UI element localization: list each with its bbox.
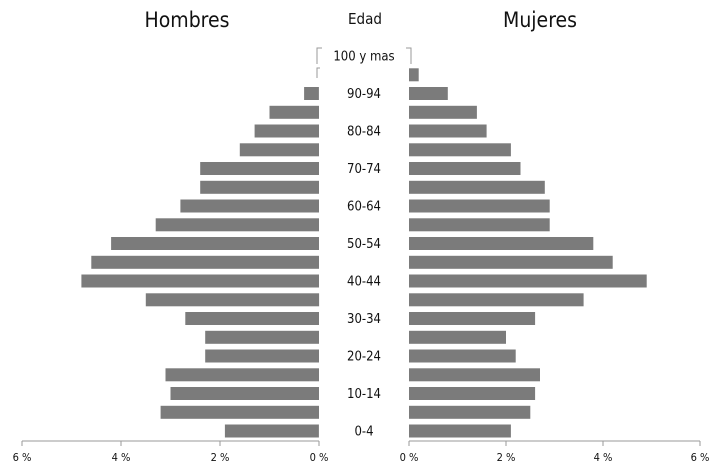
age-label: 40-44 <box>347 275 381 290</box>
age-label: 10-14 <box>347 387 381 402</box>
age-label: 90-94 <box>347 87 381 102</box>
age-label: 20-24 <box>347 350 381 365</box>
bar-mujeres-35-39 <box>409 293 584 307</box>
bar-mujeres-80-84 <box>409 124 487 138</box>
bar-hombres-80-84 <box>254 124 319 138</box>
age-label: 50-54 <box>347 237 381 252</box>
hombres-bars <box>81 87 320 438</box>
age-label: 0-4 <box>354 425 373 440</box>
bar-mujeres-60-64 <box>409 199 550 213</box>
bar-hombres-35-39 <box>145 293 320 307</box>
bar-hombres-15-19 <box>165 368 319 382</box>
age-label: 80-84 <box>347 125 381 140</box>
bar-hombres-90-94 <box>304 87 319 100</box>
top-row-bracket <box>316 47 322 64</box>
axis-title-edad: Edad <box>348 10 382 28</box>
bar-hombres-0-4 <box>224 424 319 438</box>
bar-mujeres-55-59 <box>409 218 550 232</box>
tick-label-mujeres: 4 % <box>594 451 613 464</box>
tick-label-hombres: 6 % <box>13 451 32 464</box>
bar-hombres-60-64 <box>180 199 319 213</box>
tick-label-mujeres: 2 % <box>497 451 516 464</box>
age-group-labels: 0-4 10-14 20-24 30-34 40-44 50-54 60-64 70-74 80… <box>316 47 412 440</box>
bar-mujeres-25-29 <box>409 330 506 344</box>
bar-mujeres-30-34 <box>409 312 536 325</box>
bar-hombres-30-34 <box>185 312 319 325</box>
tick-label-hombres: 0 % <box>310 451 329 464</box>
top-row-bracket <box>316 67 320 78</box>
bar-hombres-75-79 <box>239 143 319 157</box>
tick-label-hombres: 4 % <box>112 451 131 464</box>
bar-hombres-55-59 <box>155 218 319 232</box>
bar-hombres-40-44 <box>81 274 320 288</box>
bar-hombres-65-69 <box>200 180 319 194</box>
top-row-bracket <box>406 47 412 64</box>
bar-hombres-10-14 <box>170 387 319 400</box>
chart-title-hombres: Hombres <box>145 8 230 32</box>
age-label: 70-74 <box>347 162 381 177</box>
bar-mujeres-85-89 <box>409 105 477 119</box>
chart-title-mujeres: Mujeres <box>503 8 577 32</box>
bar-mujeres-70-74 <box>409 162 521 175</box>
tick-label-mujeres: 0 % <box>400 451 419 464</box>
age-label: 30-34 <box>347 312 381 327</box>
bar-hombres-50-54 <box>111 237 319 250</box>
bar-mujeres-5-9 <box>409 405 531 419</box>
bar-mujeres-10-14 <box>409 387 536 400</box>
bar-hombres-20-24 <box>205 349 319 363</box>
mujeres-bars <box>409 68 647 438</box>
bar-mujeres-15-19 <box>409 368 540 382</box>
bar-mujeres-65-69 <box>409 180 545 194</box>
age-label: 100 y mas <box>333 50 394 65</box>
bar-hombres-45-49 <box>91 255 319 269</box>
bar-mujeres-50-54 <box>409 237 594 250</box>
x-axes: 6 % 4 % 2 % 0 % 0 % 2 % 4 % 6 % <box>13 440 710 464</box>
bar-mujeres-20-24 <box>409 349 516 363</box>
tick-label-hombres: 2 % <box>211 451 230 464</box>
bar-hombres-85-89 <box>269 105 319 119</box>
bar-hombres-25-29 <box>205 330 319 344</box>
bar-mujeres-75-79 <box>409 143 511 157</box>
bar-hombres-70-74 <box>200 162 319 175</box>
bar-hombres-5-9 <box>160 405 319 419</box>
bar-mujeres-40-44 <box>409 274 647 288</box>
bar-mujeres-0-4 <box>409 424 511 438</box>
bar-mujeres-95-99 <box>409 68 419 82</box>
bar-mujeres-90-94 <box>409 87 448 100</box>
bar-mujeres-45-49 <box>409 255 613 269</box>
age-label: 60-64 <box>347 200 381 215</box>
tick-label-mujeres: 6 % <box>691 451 710 464</box>
